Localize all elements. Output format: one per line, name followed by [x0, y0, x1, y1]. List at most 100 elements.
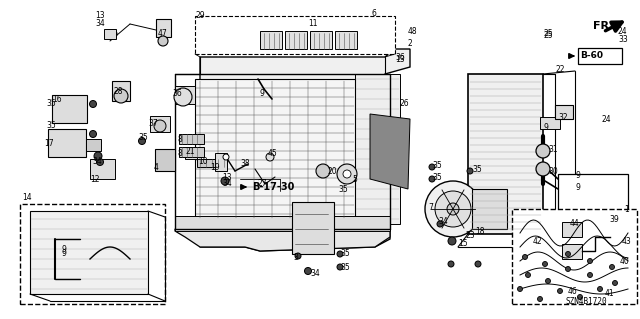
Bar [155, 149, 175, 171]
Circle shape [94, 152, 102, 160]
Text: 35: 35 [338, 184, 348, 194]
Circle shape [448, 237, 456, 245]
Text: 38: 38 [240, 160, 250, 168]
Bar [558, 174, 628, 264]
Text: 35: 35 [46, 122, 56, 130]
Text: 13: 13 [395, 55, 404, 63]
Bar [104, 29, 116, 39]
Text: 8: 8 [177, 149, 182, 158]
Circle shape [435, 191, 471, 227]
Text: 9: 9 [62, 244, 67, 254]
Circle shape [138, 137, 145, 145]
Text: 3: 3 [293, 253, 298, 262]
Text: 35: 35 [138, 132, 148, 142]
Text: 25: 25 [543, 32, 552, 41]
Text: 34: 34 [310, 269, 320, 278]
Circle shape [609, 264, 614, 270]
Text: 7: 7 [428, 203, 433, 211]
Text: 34: 34 [95, 19, 105, 27]
Bar [310, 31, 332, 49]
Bar [175, 216, 390, 231]
Circle shape [174, 88, 192, 106]
Text: 28: 28 [114, 87, 124, 97]
Bar [150, 116, 170, 132]
Circle shape [221, 177, 229, 185]
Bar [562, 244, 582, 259]
Text: FR.: FR. [593, 21, 614, 31]
Bar [52, 95, 87, 123]
Bar [179, 134, 204, 144]
Text: 39: 39 [609, 214, 619, 224]
Text: 34: 34 [92, 158, 102, 167]
Text: 33: 33 [618, 35, 628, 44]
Bar [86, 139, 101, 151]
Text: 35: 35 [46, 100, 56, 108]
Text: 22: 22 [555, 64, 564, 73]
Text: 42: 42 [533, 236, 543, 246]
Bar [355, 74, 400, 224]
Bar [285, 31, 307, 49]
Text: B-17-30: B-17-30 [252, 182, 294, 192]
Circle shape [343, 170, 351, 178]
Text: 46: 46 [568, 286, 578, 295]
Bar [156, 19, 171, 37]
Text: 40: 40 [620, 256, 630, 265]
Text: 35: 35 [432, 161, 442, 170]
Bar [179, 147, 204, 157]
Circle shape [429, 176, 435, 182]
Text: 27: 27 [257, 180, 267, 189]
Text: 15: 15 [458, 240, 468, 249]
Text: 35: 35 [340, 263, 349, 271]
Polygon shape [175, 229, 390, 251]
Bar [562, 222, 582, 237]
Circle shape [566, 266, 570, 271]
Text: 43: 43 [622, 236, 632, 246]
Bar [20, 204, 165, 304]
Text: 29: 29 [196, 11, 205, 20]
Circle shape [154, 120, 166, 132]
Circle shape [223, 154, 229, 160]
Text: 6: 6 [372, 10, 377, 19]
Text: 36: 36 [172, 90, 182, 99]
Circle shape [337, 164, 357, 184]
Circle shape [536, 162, 550, 176]
Circle shape [429, 164, 435, 170]
Circle shape [598, 286, 602, 292]
Circle shape [522, 255, 527, 259]
Circle shape [467, 168, 473, 174]
Text: 35: 35 [432, 173, 442, 182]
Bar [292, 202, 334, 254]
Text: 35: 35 [472, 165, 482, 174]
Circle shape [536, 144, 550, 158]
Circle shape [158, 36, 168, 46]
Text: B-60: B-60 [580, 51, 603, 61]
Text: 34: 34 [222, 180, 232, 189]
Bar [555, 105, 573, 119]
Bar [540, 117, 560, 129]
Circle shape [557, 288, 563, 293]
Bar [578, 48, 622, 64]
Circle shape [566, 251, 570, 256]
Circle shape [316, 164, 330, 178]
Circle shape [543, 262, 547, 266]
Polygon shape [200, 49, 410, 251]
Bar [48, 129, 86, 157]
Text: 47: 47 [158, 29, 168, 39]
Bar [468, 74, 543, 234]
Text: 1: 1 [624, 204, 628, 213]
Text: 19: 19 [210, 162, 220, 172]
Circle shape [437, 221, 443, 227]
Text: 31: 31 [548, 145, 557, 153]
Circle shape [588, 258, 593, 263]
Circle shape [538, 296, 543, 301]
Text: 32: 32 [558, 113, 568, 122]
Bar [197, 159, 227, 167]
Polygon shape [30, 211, 148, 294]
Text: 8: 8 [177, 135, 182, 144]
Text: 26: 26 [400, 100, 410, 108]
Circle shape [90, 100, 97, 108]
Text: 44: 44 [570, 219, 580, 228]
Text: 35: 35 [340, 249, 349, 258]
Text: 24: 24 [618, 26, 628, 35]
Circle shape [295, 253, 301, 259]
